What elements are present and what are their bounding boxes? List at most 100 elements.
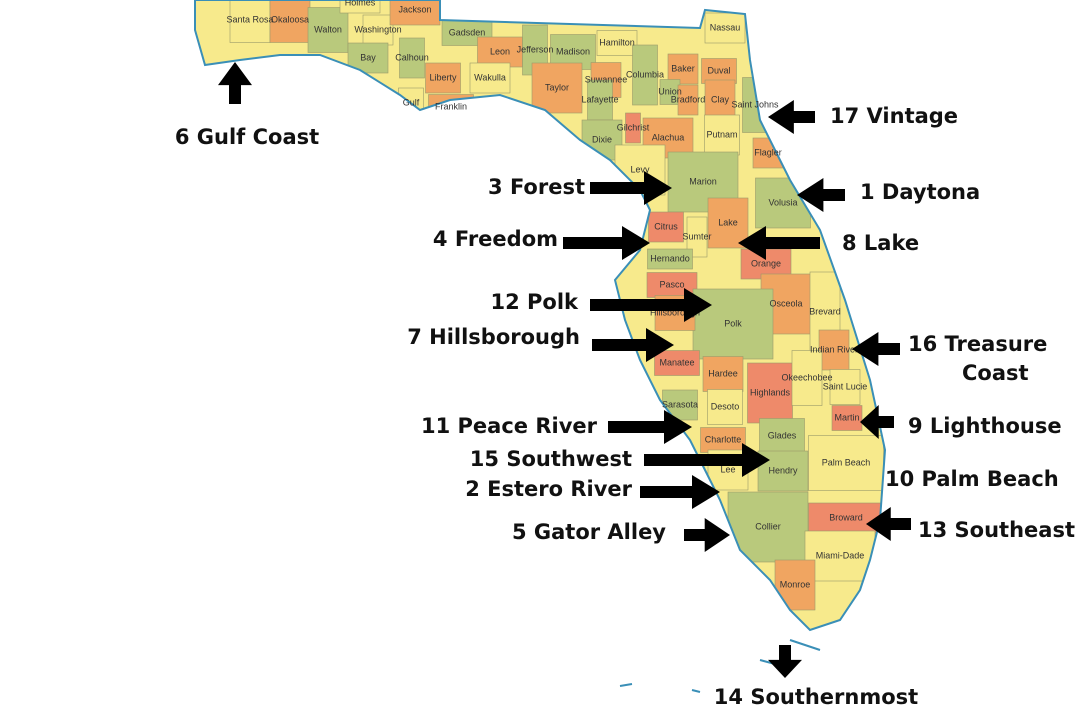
county-area [677, 84, 699, 116]
county-name: Charlotte [705, 434, 742, 444]
county-area [229, 0, 271, 43]
county-name: Hamilton [599, 37, 635, 47]
region-label: 14 Southernmost [714, 685, 918, 709]
county-name: Martin [834, 412, 859, 422]
county-name: Miami-Dade [816, 550, 865, 560]
region-label: 17 Vintage [830, 104, 958, 128]
arrow [640, 475, 720, 509]
county-name: Marion [689, 176, 717, 186]
county-area [747, 362, 793, 424]
county-area [808, 435, 884, 491]
county-name: Union [658, 86, 682, 96]
region-label: 8 Lake [842, 231, 919, 255]
region-label: Coast [962, 361, 1029, 385]
county-area [702, 356, 744, 392]
region-label: 5 Gator Alley [512, 520, 666, 544]
region-label: 13 Southeast [918, 518, 1075, 542]
county-area [389, 0, 441, 26]
county-area [339, 0, 381, 14]
county-name: Holmes [345, 0, 376, 7]
county-name: Volusia [768, 197, 797, 207]
county-name: Madison [556, 46, 590, 56]
county-area [701, 58, 737, 84]
county-name: Desoto [711, 401, 740, 411]
county-name: Polk [724, 318, 742, 328]
county-name: Brevard [809, 306, 841, 316]
county-name: Leon [490, 46, 510, 56]
county-area [399, 37, 425, 79]
region-label: 7 Hillsborough [407, 325, 580, 349]
county-name: Broward [829, 512, 863, 522]
county-name: Washington [354, 24, 401, 34]
county-name: Dixie [592, 134, 612, 144]
county-area [818, 329, 850, 371]
county-area [469, 62, 511, 94]
county-name: Flagler [754, 147, 782, 157]
county-name: Santa Rosa [226, 14, 273, 24]
county-name: Palm Beach [822, 457, 871, 467]
county-name: Indian River [810, 344, 858, 354]
county-name: Hendry [768, 465, 798, 475]
county-name: Glades [768, 430, 797, 440]
region-label: 16 Treasure [908, 332, 1047, 356]
county-name: Sumter [682, 231, 711, 241]
county-name: Calhoun [395, 52, 429, 62]
county-area [707, 197, 749, 249]
region-label: 12 Polk [490, 290, 579, 314]
county-name: Gadsden [449, 27, 486, 37]
county-area [477, 36, 523, 68]
arrow [768, 100, 815, 134]
county-name: Pasco [659, 279, 684, 289]
county-name: Columbia [626, 69, 664, 79]
county-area [596, 30, 638, 56]
county-area [829, 369, 861, 405]
county-name: Okaloosa [271, 14, 309, 24]
county-name: Gulf [403, 97, 420, 107]
county-name: Lake [718, 217, 738, 227]
county-area [808, 502, 884, 534]
county-name: Saint Johns [731, 99, 779, 109]
county-name: Clay [711, 94, 730, 104]
region-label: 3 Forest [488, 175, 585, 199]
arrow [563, 226, 650, 260]
region-label: 9 Lighthouse [908, 414, 1062, 438]
county-area [831, 405, 863, 431]
county-name: Suwannee [585, 74, 628, 84]
county-name: Monroe [780, 579, 811, 589]
arrow [738, 226, 820, 260]
coastline [194, 0, 887, 632]
county-area [587, 79, 613, 121]
county-name: Manatee [659, 357, 694, 367]
region-label: 15 Southwest [470, 447, 632, 471]
region-label: 1 Daytona [860, 180, 980, 204]
arrow [768, 645, 802, 678]
region-label: 10 Palm Beach [885, 467, 1059, 491]
arrow [644, 443, 770, 477]
county-name: Collier [755, 521, 781, 531]
county-area [791, 350, 823, 406]
county-name: Hernando [650, 253, 690, 263]
county-name: Lafayette [581, 94, 618, 104]
county-name: Nassau [710, 22, 741, 32]
arrows [218, 62, 911, 678]
county-area [647, 248, 693, 270]
county-area [269, 0, 311, 43]
county-area [700, 427, 746, 453]
region-label: 4 Freedom [433, 227, 558, 251]
county-name: Highlands [750, 387, 791, 397]
county-name: Orange [751, 258, 781, 268]
county-area [707, 389, 743, 425]
county-area [686, 216, 708, 258]
arrow [590, 288, 712, 322]
county-area [692, 288, 774, 360]
county-name: Okeechobee [781, 372, 832, 382]
county-area [425, 62, 461, 94]
arrow [866, 507, 911, 541]
county-name: Jackson [398, 4, 431, 14]
county-name: Jefferson [517, 44, 554, 54]
county-area [759, 418, 805, 454]
county-area [632, 44, 658, 106]
region-labels: 6 Gulf Coast 17 Vintage 3 Forest 1 Daytona 4… [175, 104, 1075, 709]
county-name: Walton [314, 24, 342, 34]
